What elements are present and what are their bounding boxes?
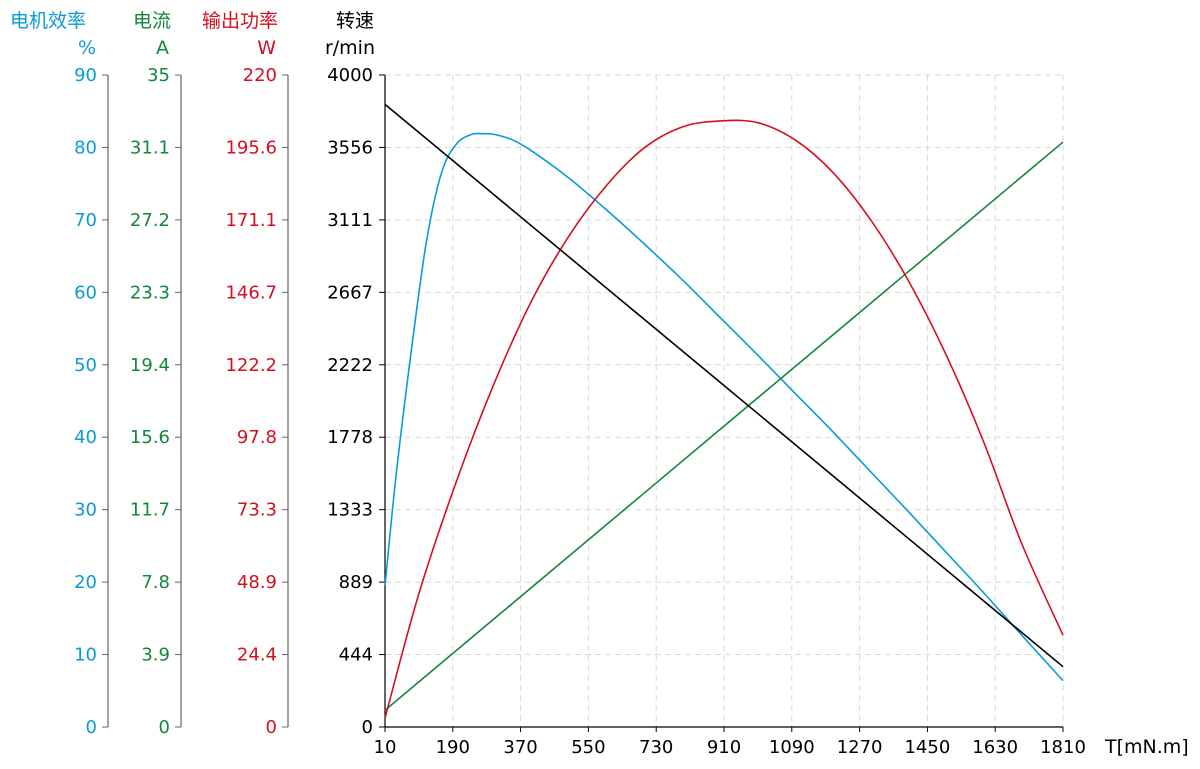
x-tick-label: 1270 — [837, 737, 883, 758]
power-axis-unit: W — [257, 37, 276, 59]
speed-tick-label: 1778 — [327, 427, 373, 448]
x-tick-label: 10 — [374, 737, 397, 758]
current-tick-label: 0 — [159, 717, 170, 738]
x-tick-label: 550 — [571, 737, 605, 758]
speed-series-line — [384, 103, 1064, 668]
grid — [385, 74, 1064, 727]
efficiency-tick-label: 70 — [74, 210, 97, 231]
efficiency-axis-title: 电机效率 — [10, 10, 86, 32]
series — [384, 103, 1064, 719]
efficiency-tick-label: 50 — [74, 355, 97, 376]
efficiency-tick-label: 30 — [74, 500, 97, 521]
efficiency-tick-label: 0 — [86, 717, 97, 738]
speed-tick-label: 0 — [362, 717, 373, 738]
speed-tick-label: 4000 — [327, 65, 373, 86]
power-tick-label: 48.9 — [237, 572, 277, 593]
x-tick-label: 1090 — [769, 737, 815, 758]
efficiency-tick-label: 20 — [74, 572, 97, 593]
efficiency-axis-unit: % — [78, 37, 96, 59]
efficiency-tick-label: 80 — [74, 137, 97, 158]
current-tick-label: 3.9 — [141, 645, 170, 666]
power-tick-label: 0 — [266, 717, 277, 738]
power-tick-label: 97.8 — [237, 427, 277, 448]
current-axis-title: 电流 — [133, 10, 171, 32]
power-tick-label: 171.1 — [225, 210, 277, 231]
current-axis-unit: A — [156, 37, 169, 59]
power-tick-label: 146.7 — [225, 282, 277, 303]
power-tick-label: 122.2 — [225, 355, 277, 376]
speed-tick-label: 2222 — [327, 355, 373, 376]
efficiency-tick-label: 40 — [74, 427, 97, 448]
speed-tick-label: 889 — [339, 572, 373, 593]
current-tick-label: 35 — [147, 65, 170, 86]
speed-tick-label: 1333 — [327, 500, 373, 521]
efficiency-tick-label: 10 — [74, 645, 97, 666]
speed-axis-unit: r/min — [325, 37, 375, 59]
current-tick-label: 15.6 — [130, 427, 170, 448]
x-tick-label: 190 — [436, 737, 470, 758]
speed-tick-label: 2667 — [327, 282, 373, 303]
x-tick-label: 1810 — [1040, 737, 1086, 758]
power-axis-title: 输出功率 — [202, 10, 278, 32]
power-series-line — [384, 119, 1064, 719]
current-tick-label: 31.1 — [130, 137, 170, 158]
x-tick-label: 1630 — [972, 737, 1018, 758]
x-tick-label: 1450 — [904, 737, 950, 758]
power-tick-label: 73.3 — [237, 500, 277, 521]
current-tick-label: 7.8 — [141, 572, 170, 593]
x-tick-label: 730 — [639, 737, 673, 758]
axis-headers: 电机效率 % 电流 A 输出功率 W 转速 r/min T[mN.m] — [10, 10, 1189, 758]
efficiency-tick-label: 60 — [74, 282, 97, 303]
current-series-line — [384, 141, 1064, 711]
current-tick-label: 27.2 — [130, 210, 170, 231]
speed-tick-label: 3556 — [327, 137, 373, 158]
current-tick-label: 19.4 — [130, 355, 170, 376]
current-tick-label: 11.7 — [130, 500, 170, 521]
efficiency-series-line — [384, 132, 1064, 682]
x-tick-label: 370 — [503, 737, 537, 758]
current-tick-label: 23.3 — [130, 282, 170, 303]
speed-tick-label: 444 — [339, 645, 373, 666]
power-tick-label: 220 — [243, 65, 277, 86]
efficiency-tick-label: 90 — [74, 65, 97, 86]
axes: 10 190 370 550 730 910 1090 1270 1450 1630 1810010… — [74, 65, 1086, 758]
power-tick-label: 195.6 — [225, 137, 277, 158]
speed-tick-label: 3111 — [327, 210, 373, 231]
speed-axis-title: 转速 — [336, 10, 374, 32]
power-tick-label: 24.4 — [237, 645, 277, 666]
x-axis-label: T[mN.m] — [1104, 736, 1189, 758]
x-tick-label: 910 — [707, 737, 741, 758]
